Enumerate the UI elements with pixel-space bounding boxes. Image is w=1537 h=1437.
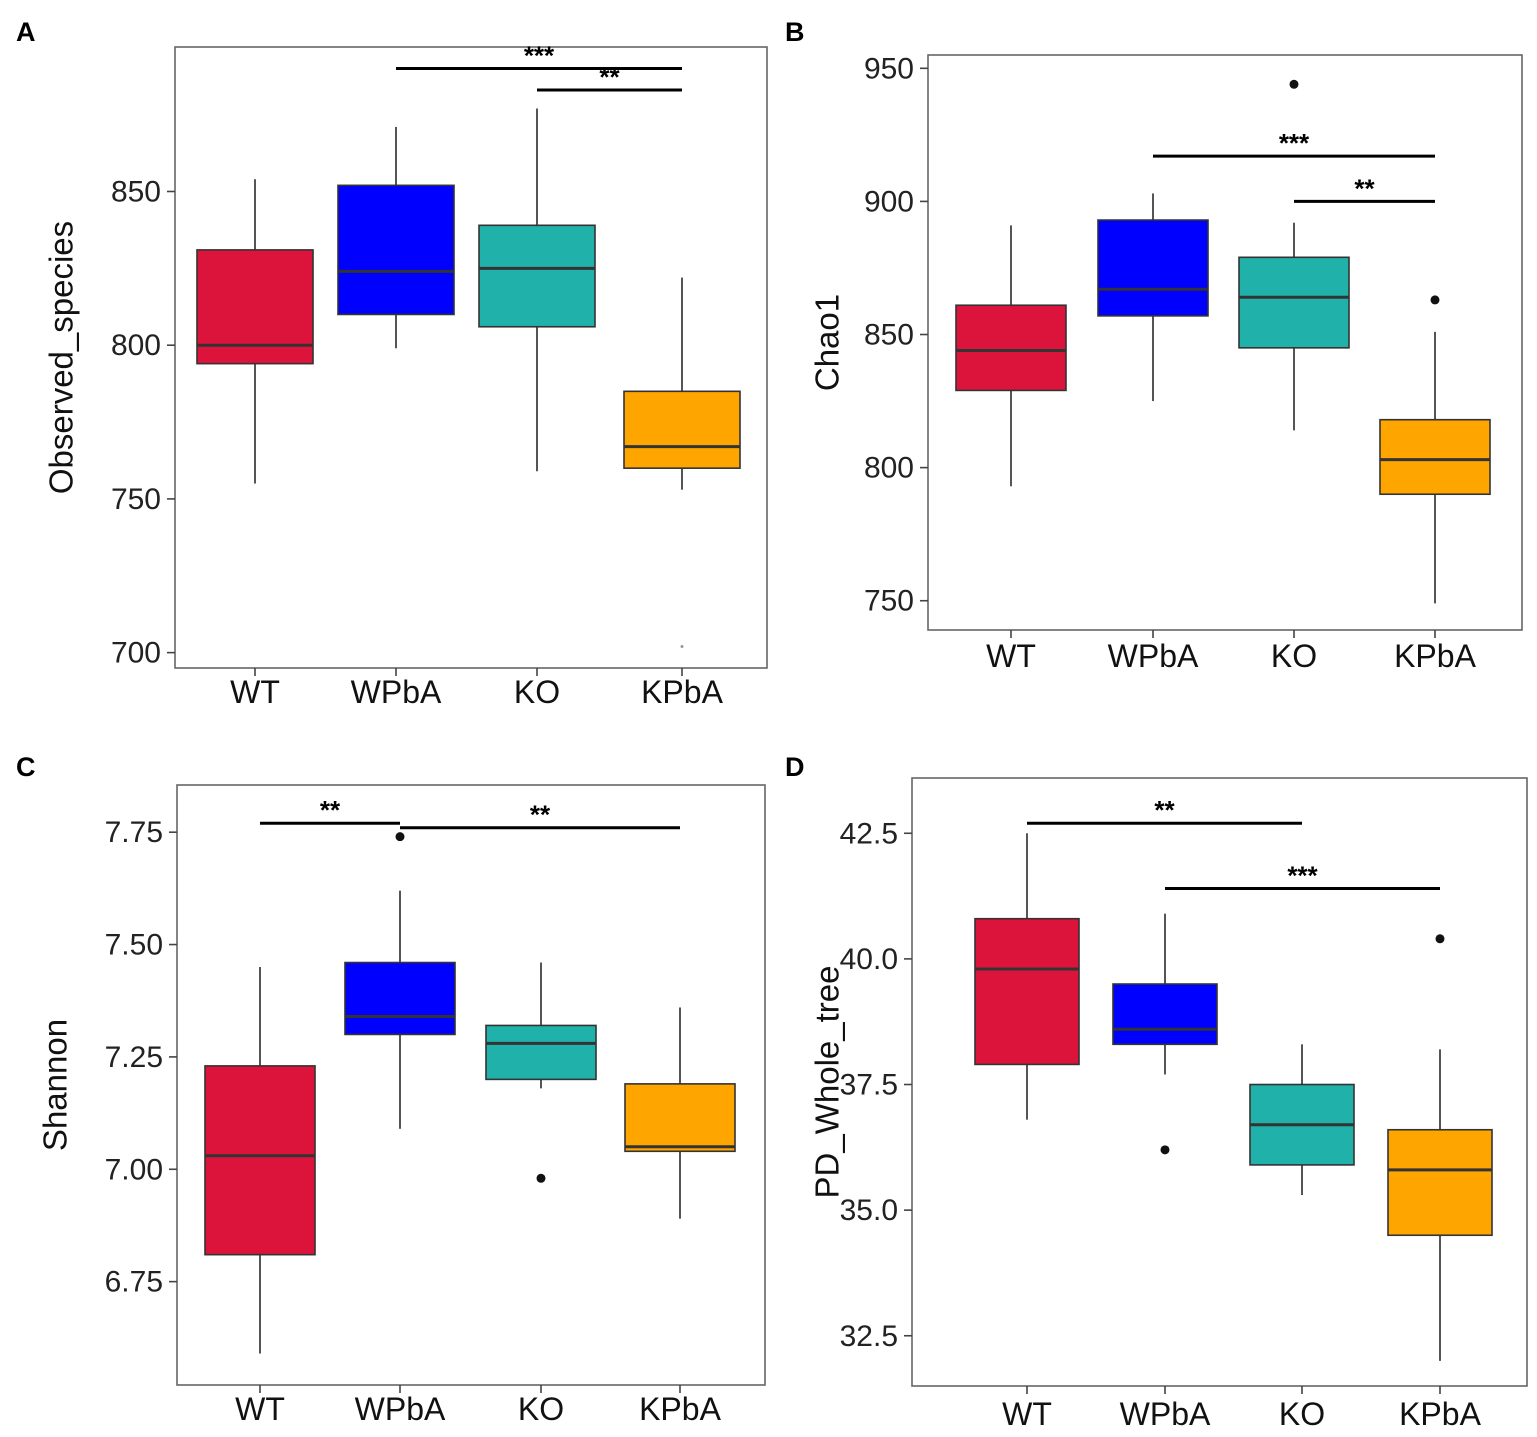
panel-c-category-label-ko: KO [518, 1391, 564, 1427]
panel-c-box-kpba [624, 1083, 736, 1153]
panel-c-sig-label-2: ** [530, 800, 551, 830]
panel-c-ytick-label: 7.00 [105, 1153, 163, 1186]
panel-d-category-label-kpba: KPbA [1399, 1396, 1481, 1432]
panel-a-sig-label-2: ** [599, 62, 620, 92]
panel-b-ytick-label: 750 [864, 585, 914, 618]
panel-c-category-label-kpba: KPbA [639, 1391, 721, 1427]
panel-c-ytick-label: 6.75 [105, 1266, 163, 1299]
panel-d-plot-frame [911, 777, 1528, 1387]
panel-a-ytick-label: 850 [111, 175, 161, 208]
panel-b-letter: B [785, 17, 805, 47]
panel-c-box-wt [204, 1065, 316, 1256]
panel-a-outlier-kpba [680, 644, 684, 648]
panel-d-outlier-wpba [1160, 1145, 1170, 1155]
panel-b-category-label-ko: KO [1271, 638, 1317, 674]
panel-b-ytick-label: 800 [864, 452, 914, 485]
panel-b-outlier-kpba [1430, 295, 1440, 305]
panel-c-ylabel: Shannon [37, 1019, 74, 1151]
panel-b-box-kpba [1379, 418, 1491, 496]
panel-c-outlier-ko [536, 1173, 546, 1183]
panel-d-ytick-label: 32.5 [840, 1320, 898, 1353]
panel-d-letter: D [785, 752, 805, 782]
panel-c-box-wpba [344, 961, 456, 1036]
panel-d-category-label-wt: WT [1002, 1396, 1052, 1432]
panel-d-category-label-wpba: WPbA [1120, 1396, 1211, 1432]
panel-d-sig-label-1: ** [1154, 795, 1175, 825]
panel-d-box-wpba [1112, 983, 1218, 1046]
panel-d-ytick-label: 35.0 [840, 1194, 898, 1227]
panel-b-ylabel: Chao1 [809, 294, 846, 391]
panel-a-sig-label-1: *** [524, 41, 555, 71]
panel-c-category-label-wpba: WPbA [355, 1391, 446, 1427]
panel-b-ytick-label: 850 [864, 319, 914, 352]
panel-a-category-label-ko: KO [514, 674, 560, 710]
panel-b-box-wt [955, 304, 1067, 392]
panel-a-category-label-wpba: WPbA [351, 674, 442, 710]
panel-b-box-wpba [1097, 219, 1209, 317]
panel-d-category-label-ko: KO [1279, 1396, 1325, 1432]
panel-b-ytick-label: 950 [864, 52, 914, 85]
panel-c-ytick-label: 7.50 [105, 929, 163, 962]
panel-c-ytick-label: 7.25 [105, 1041, 163, 1074]
panel-a-box-kpba [623, 390, 741, 469]
panel-a-category-label-wt: WT [230, 674, 280, 710]
panel-d-ytick-label: 37.5 [840, 1069, 898, 1102]
panel-b-plot-frame [927, 54, 1523, 631]
panel-b-ytick-label: 900 [864, 185, 914, 218]
panel-d-box-wt [974, 917, 1080, 1066]
panel-b-category-label-kpba: KPbA [1394, 638, 1476, 674]
panel-d-sig-label-2: *** [1287, 861, 1318, 891]
panel-b-outlier-ko [1289, 79, 1299, 89]
panel-b-category-label-wpba: WPbA [1108, 638, 1199, 674]
panel-c-box-ko [485, 1024, 597, 1081]
panel-b-sig-label-2: ** [1354, 173, 1375, 203]
panel-a-ytick-label: 750 [111, 483, 161, 516]
panel-a-ylabel: Observed_species [43, 221, 80, 494]
panel-a-ytick-label: 700 [111, 637, 161, 670]
panel-a-ytick-label: 800 [111, 329, 161, 362]
panel-a-box-wpba [337, 184, 455, 316]
panel-c-plot-frame [176, 784, 766, 1386]
panel-d-box-kpba [1387, 1128, 1493, 1237]
panel-d-ytick-label: 40.0 [840, 943, 898, 976]
panel-c-letter: C [16, 752, 36, 782]
panel-a-letter: A [16, 17, 36, 47]
panel-c-ytick-label: 7.75 [105, 816, 163, 849]
panel-d-ylabel: PD_Whole_tree [809, 966, 846, 1199]
panel-c-sig-label-1: ** [320, 795, 341, 825]
panel-c-category-label-wt: WT [235, 1391, 285, 1427]
panel-b-box-ko [1238, 256, 1350, 349]
panel-b-sig-label-1: *** [1279, 128, 1310, 158]
panel-d-outlier-kpba [1435, 934, 1445, 944]
panel-b-category-label-wt: WT [986, 638, 1036, 674]
panel-a-box-ko [478, 224, 596, 328]
panel-c-outlier-wpba [395, 832, 405, 842]
panel-a-plot-frame [174, 46, 768, 669]
panel-a-category-label-kpba: KPbA [641, 674, 723, 710]
panel-d-ytick-label: 42.5 [840, 817, 898, 850]
